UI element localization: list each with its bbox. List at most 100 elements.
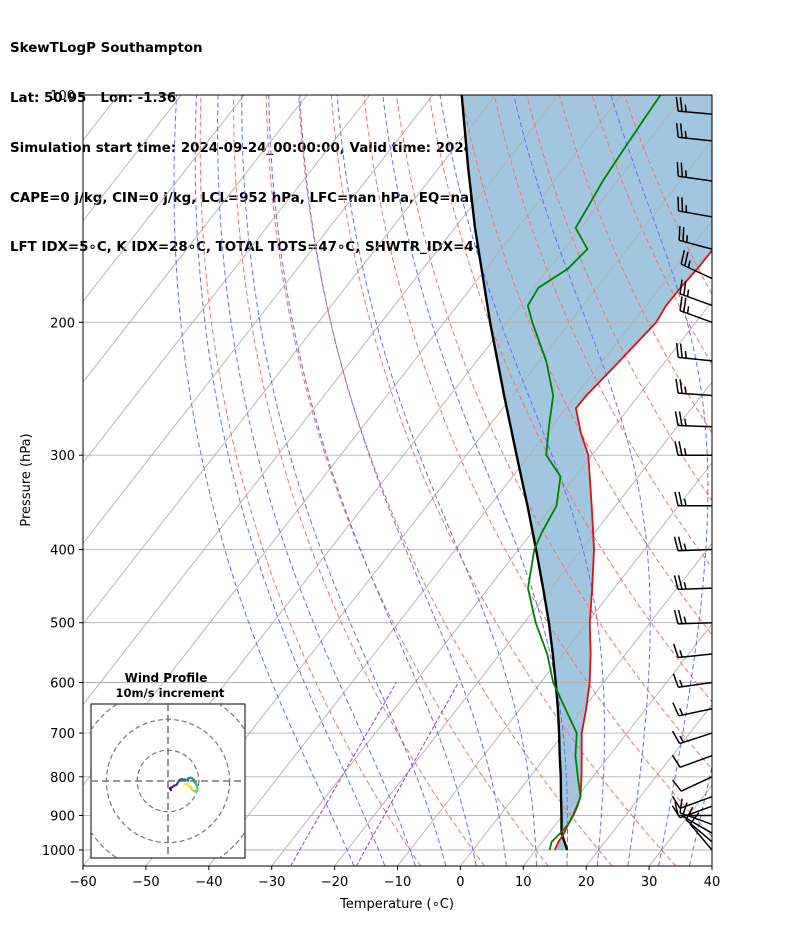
wind-barb-staff	[679, 754, 713, 769]
wind-barb-staff	[678, 356, 713, 362]
wind-barb-flag	[678, 491, 683, 506]
isotherm-line	[585, 703, 712, 866]
wind-barb-staff	[678, 681, 713, 688]
wind-barb	[671, 730, 713, 745]
x-tick-label: 10	[515, 875, 532, 890]
wind-barb-staff	[678, 136, 713, 142]
wind-barb	[679, 296, 713, 323]
x-tick-label: −50	[132, 875, 159, 890]
wind-barb-flag	[671, 805, 681, 819]
wind-barb	[671, 805, 713, 819]
x-tick-label: 30	[641, 875, 658, 890]
wind-barb-staff	[678, 653, 713, 659]
wind-barb	[675, 343, 713, 362]
wind-barb-flag	[680, 162, 684, 177]
mixing-ratio-lines	[290, 682, 459, 866]
wind-barb-half	[679, 735, 685, 743]
x-tick-label: −30	[258, 875, 285, 890]
moist-adiabat-line	[194, 95, 386, 866]
wind-barb-flag	[673, 609, 679, 625]
title-line-indices: LFT IDX=5∘C, K IDX=28∘C, TOTAL TOTS=47∘C…	[10, 240, 492, 256]
wind-barb-flag	[678, 441, 683, 456]
isotherm-line	[83, 95, 308, 383]
x-tick-label: −20	[321, 875, 348, 890]
y-tick-label: 800	[50, 771, 75, 786]
x-axis-label: Temperature (∘C)	[339, 897, 454, 912]
y-tick-label: 900	[50, 809, 75, 824]
wind-barb-flag	[675, 343, 679, 358]
x-tick-label: −40	[195, 875, 222, 890]
hodograph-inset: Wind Profile 10m/s increment	[90, 671, 246, 859]
wind-barb-staff	[682, 815, 713, 834]
wind-barb-staff	[680, 776, 713, 792]
isotherm-line	[145, 139, 712, 866]
wind-barb-flag	[683, 297, 687, 313]
isotherm-line	[83, 95, 245, 303]
wind-barb-half	[683, 543, 687, 551]
dry-adiabat-line	[396, 95, 712, 770]
dewpoint-profile-line	[526, 95, 662, 851]
wind-barb-flag	[673, 575, 679, 590]
x-tick-label: −60	[69, 875, 96, 890]
wind-barb-flag	[679, 798, 683, 813]
title-line-station: SkewTLogP Southampton	[10, 41, 203, 57]
wind-barb-flag	[671, 730, 681, 744]
isotherm-line	[334, 381, 712, 866]
wind-barb-flag	[679, 379, 683, 394]
wind-barb	[674, 491, 712, 507]
wind-barb-staff	[677, 587, 713, 591]
wind-barb	[675, 122, 713, 142]
wind-barb-staff	[679, 796, 713, 810]
x-tick-label: 40	[704, 875, 721, 890]
isotherm-line	[83, 95, 371, 464]
x-tick-label: 0	[456, 875, 464, 890]
wind-barb-half	[679, 650, 683, 658]
wind-barb-staff	[678, 110, 713, 115]
wind-barb-flag	[677, 536, 683, 551]
wind-barb-flag	[682, 227, 685, 242]
wind-barb-half	[684, 170, 688, 178]
wind-barb	[680, 250, 713, 280]
moist-adiabat-line	[241, 95, 447, 866]
mixing-ratio-line	[290, 682, 397, 866]
wind-barb	[673, 536, 713, 552]
dry-adiabat-line	[526, 95, 712, 502]
dry-adiabat-line	[233, 95, 485, 866]
wind-barb-staff	[678, 210, 713, 218]
wind-barb-staff	[679, 812, 713, 826]
wind-barb-flag	[678, 225, 681, 241]
wind-barb-flag	[677, 196, 680, 211]
wind-barb-staff	[679, 309, 713, 323]
wind-barb-flag	[678, 411, 683, 426]
hodograph-trace	[168, 776, 199, 793]
sounding-profiles	[460, 95, 712, 851]
wind-barb-staff	[678, 239, 713, 250]
wind-barb-flag	[675, 122, 679, 138]
cape-cin-area	[461, 95, 712, 850]
wind-barb-flag	[680, 250, 686, 265]
wind-barb-half	[684, 104, 687, 112]
wind-barb-staff	[685, 819, 713, 843]
wind-barb	[676, 161, 713, 182]
hodograph-subtitle: 10m/s increment	[116, 686, 225, 700]
wind-barb-flag	[673, 643, 679, 658]
wind-barb-staff	[677, 424, 713, 428]
y-tick-label: 300	[50, 449, 75, 464]
moist-adiabat-line	[513, 95, 651, 866]
wind-barb	[675, 378, 713, 397]
wind-barb-flag	[679, 296, 683, 311]
dry-adiabat-line	[298, 95, 613, 866]
wind-barb-flag	[677, 609, 683, 624]
wind-barb-flag	[675, 378, 679, 394]
dry-adiabat-line	[428, 95, 712, 703]
dry-adiabat-line	[265, 95, 549, 866]
wind-barb-staff	[678, 708, 713, 717]
moist-adiabat-line	[173, 95, 355, 866]
x-axis-ticks: −60 −50 −40 −30 −20 −10 0 10 20 30 40	[69, 866, 720, 890]
moist-adiabat-line	[268, 95, 477, 866]
isotherm-line	[83, 95, 559, 706]
isotherm-line	[83, 95, 434, 545]
wind-barb-flag	[672, 673, 680, 688]
wind-barb-flag	[671, 754, 681, 768]
moist-adiabat-line	[299, 95, 507, 866]
